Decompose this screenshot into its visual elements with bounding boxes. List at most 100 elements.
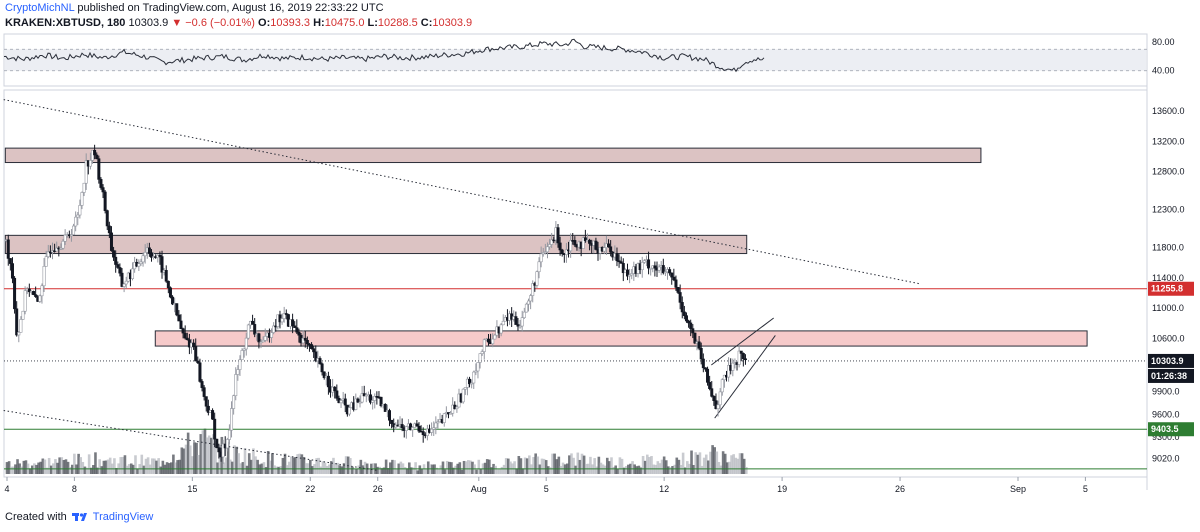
time-tick-label: 5 xyxy=(544,484,549,494)
candle-body xyxy=(628,274,632,277)
volume-bar xyxy=(616,468,620,474)
candle-body xyxy=(149,252,153,258)
candle-body xyxy=(8,258,12,264)
resistance-zone-11900 xyxy=(4,234,748,255)
volume-bar xyxy=(713,447,716,474)
volume-bar xyxy=(96,467,99,474)
candle-body xyxy=(107,225,111,234)
candle-body xyxy=(491,338,495,345)
volume-bar xyxy=(228,459,232,474)
candle-body xyxy=(520,317,524,327)
candle-body xyxy=(720,379,724,393)
volume-bar xyxy=(302,457,306,474)
volume-bar xyxy=(266,450,270,474)
volume-bar xyxy=(47,457,51,474)
volume-bar xyxy=(580,453,584,474)
candle-body xyxy=(607,243,611,248)
candle-body xyxy=(200,381,204,388)
candle-body xyxy=(17,332,21,336)
volume-bar xyxy=(726,462,729,474)
candle-body xyxy=(347,407,351,415)
volume-bar xyxy=(707,460,710,474)
candle-body xyxy=(436,421,440,424)
candle-body xyxy=(171,296,175,305)
candle-body xyxy=(548,244,552,248)
candle-body xyxy=(474,370,478,373)
candle-body xyxy=(322,371,326,378)
candle-body xyxy=(74,216,78,227)
volume-bar xyxy=(309,459,312,474)
oscillator-line xyxy=(3,38,765,73)
volume-bar xyxy=(357,465,361,474)
candle-body xyxy=(326,375,330,388)
last-price-tag xyxy=(1148,353,1194,368)
volume-bar xyxy=(728,461,731,474)
volume-bar xyxy=(578,459,582,474)
volume-bar xyxy=(172,454,175,474)
volume-bar xyxy=(104,460,108,474)
volume-bar xyxy=(180,447,184,474)
volume-bar xyxy=(363,461,367,474)
candle-body xyxy=(114,256,118,265)
volume-bar xyxy=(182,448,186,474)
volume-bar xyxy=(667,466,670,474)
volume-bar xyxy=(113,458,116,474)
volume-bar xyxy=(593,458,596,474)
volume-bar xyxy=(102,460,106,474)
volume-bar xyxy=(515,468,519,474)
volume-bar xyxy=(252,448,255,474)
candle-body xyxy=(442,413,446,423)
candle-body xyxy=(699,347,703,360)
candle-body xyxy=(609,246,613,253)
volume-bar xyxy=(393,460,396,474)
volume-bar xyxy=(542,458,546,474)
candle-body xyxy=(449,412,453,415)
candle-body xyxy=(225,439,229,449)
author-link[interactable]: CryptoMichNL xyxy=(5,2,75,14)
volume-bar xyxy=(671,465,674,474)
volume-bar xyxy=(517,456,521,474)
volume-bar xyxy=(233,445,236,474)
price-tick-label: 11000.0 xyxy=(1152,303,1184,313)
volume-bar xyxy=(570,453,573,474)
candle-body xyxy=(478,353,482,363)
volume-bar xyxy=(184,444,188,474)
volume-bar xyxy=(717,461,721,474)
candle-body xyxy=(647,259,651,269)
candle-body xyxy=(482,339,486,352)
candle-body xyxy=(560,249,564,255)
candle-body xyxy=(15,308,19,336)
volume-bar xyxy=(694,452,698,474)
volume-bar xyxy=(203,428,207,474)
volume-bar xyxy=(536,456,540,474)
volume-bar xyxy=(325,465,329,474)
candle-body xyxy=(295,327,299,333)
volume-bar xyxy=(462,460,466,474)
volume-bar xyxy=(574,465,577,474)
volume-bar xyxy=(471,461,474,474)
volume-bar xyxy=(20,466,24,474)
candle-body xyxy=(95,154,99,160)
volume-bar xyxy=(700,465,704,474)
candle-body xyxy=(712,396,716,401)
candle-body xyxy=(545,246,549,253)
volume-bar xyxy=(704,454,708,474)
volume-bar xyxy=(64,459,68,474)
volume-bar xyxy=(262,462,266,474)
candle-body xyxy=(537,261,541,273)
volume-bar xyxy=(521,468,525,474)
volume-bar xyxy=(153,458,156,474)
volume-bar xyxy=(355,468,358,474)
candle-body xyxy=(166,280,170,289)
candle-body xyxy=(217,447,221,453)
volume-bar xyxy=(610,457,613,474)
candle-body xyxy=(558,242,562,251)
volume-bar xyxy=(237,453,240,474)
candle-body xyxy=(124,280,128,285)
volume-bar xyxy=(612,466,615,474)
resistance-zone-13000 xyxy=(4,147,982,164)
candle-body xyxy=(69,234,73,237)
price-tick-label: 9300.0 xyxy=(1152,432,1180,442)
tradingview-brand-link[interactable]: TradingView xyxy=(92,511,154,523)
